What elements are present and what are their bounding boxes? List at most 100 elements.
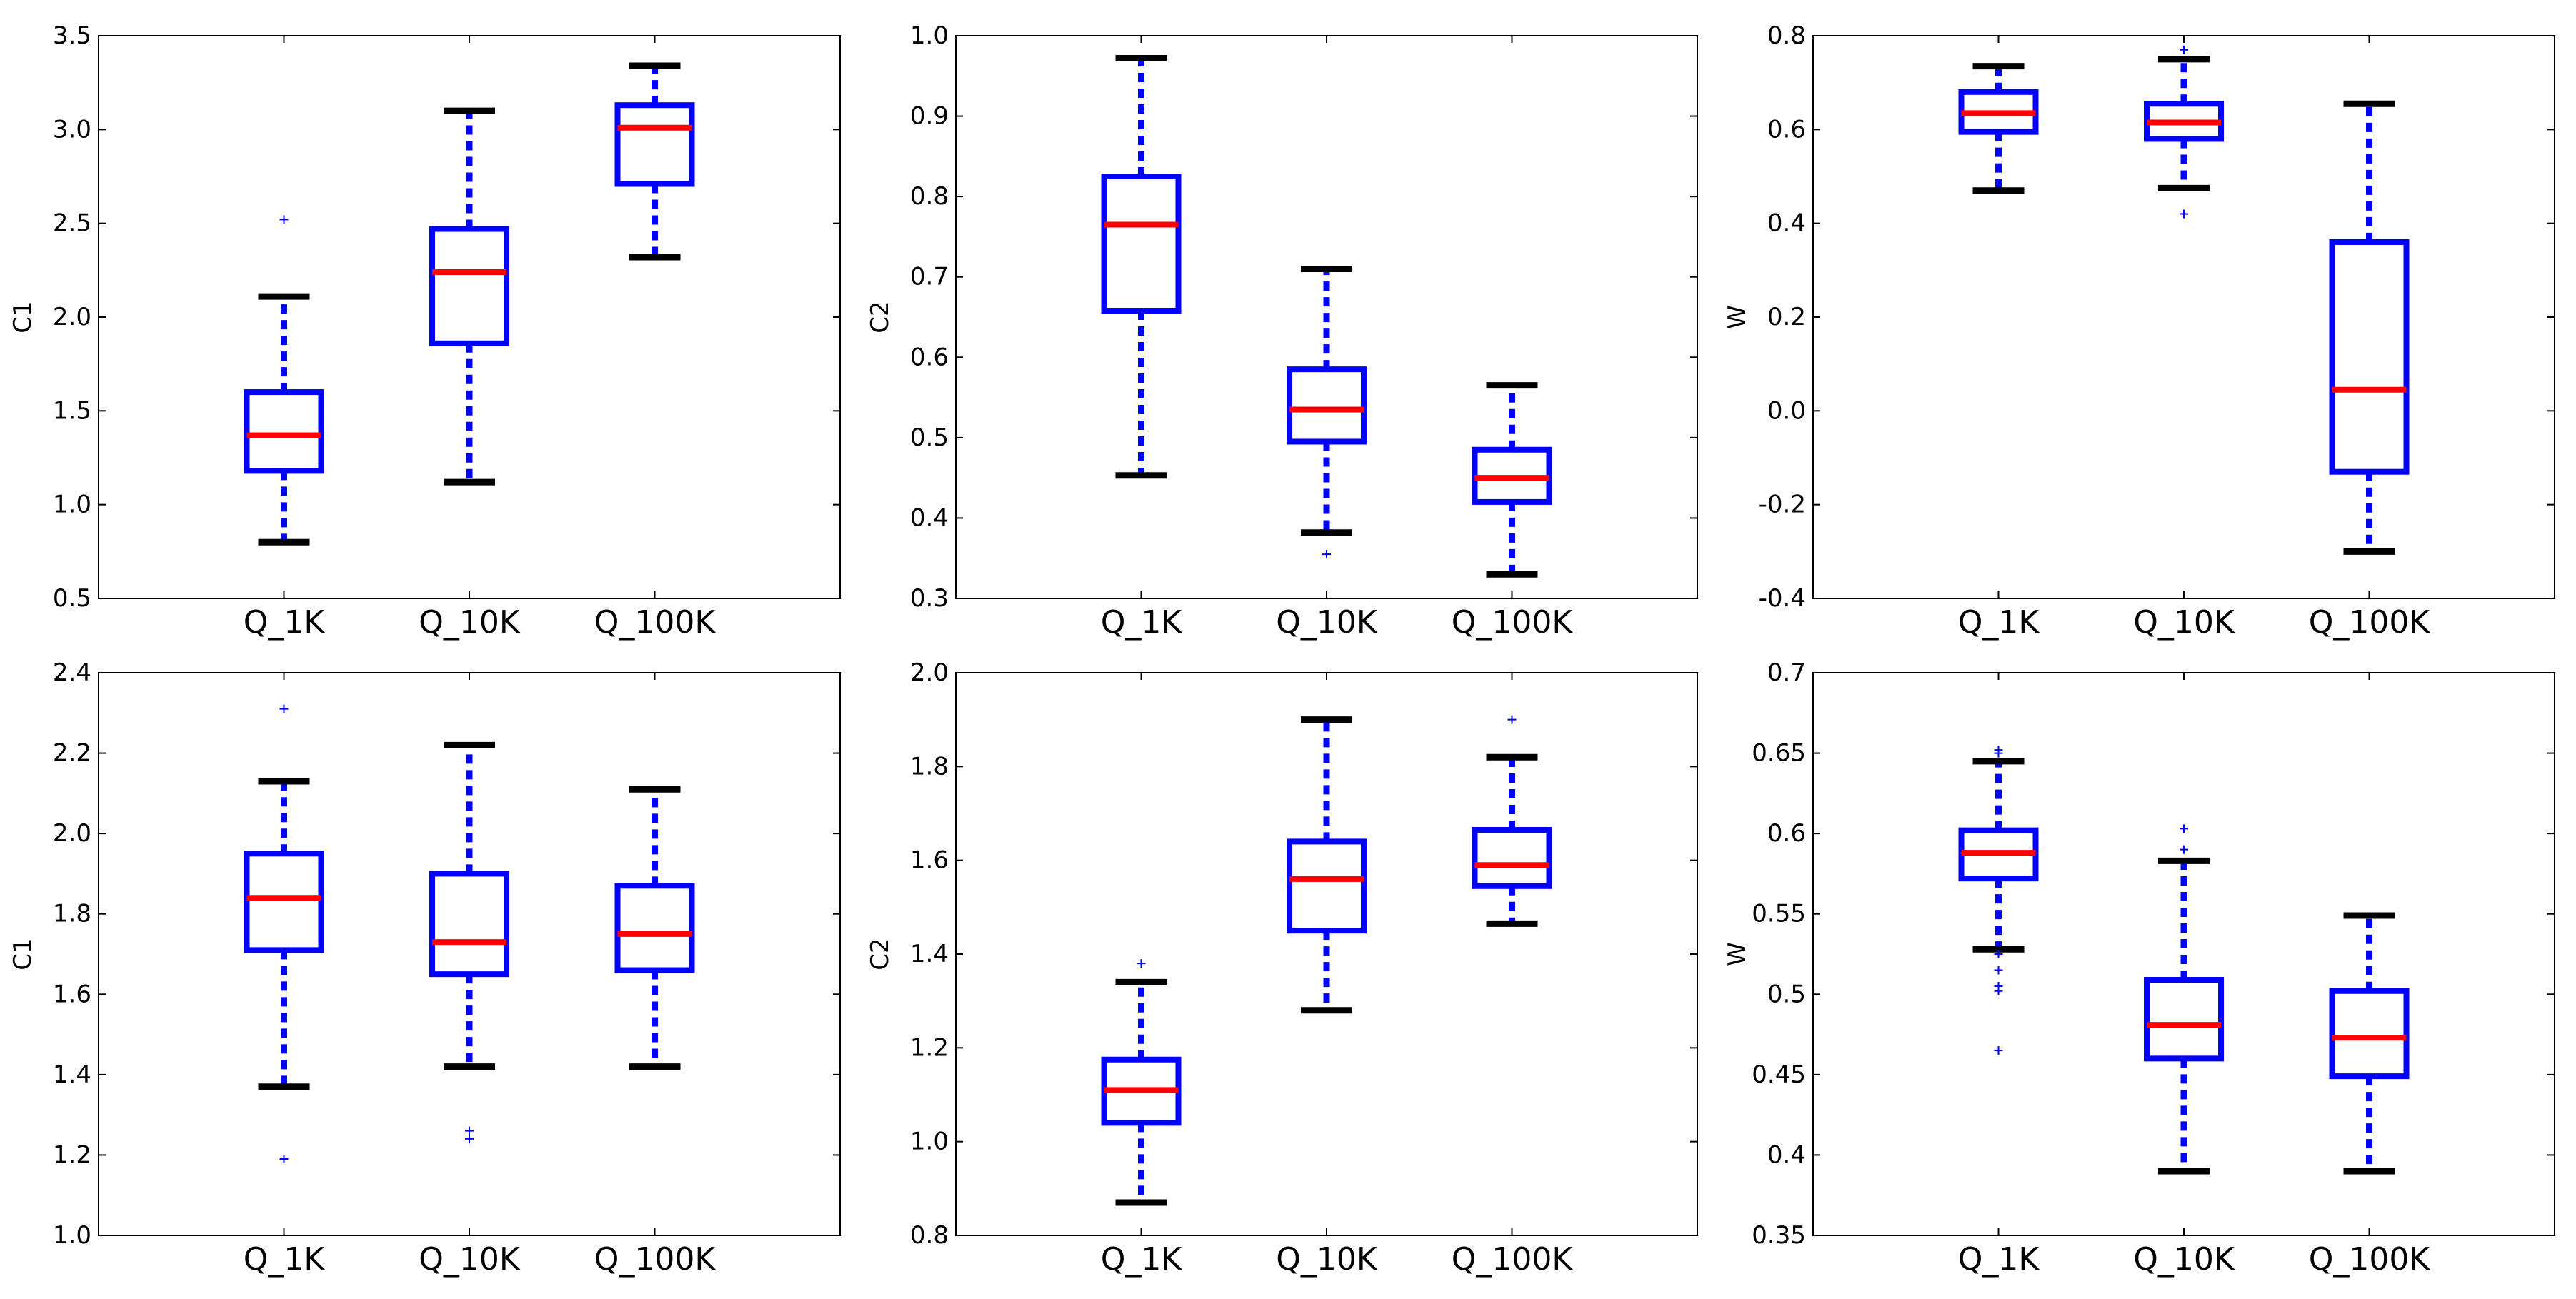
y-tick-label: 1.6: [53, 980, 91, 1008]
y-tick-label: 0.6: [1767, 819, 1806, 848]
box-iqr: [614, 102, 695, 187]
y-tick-label: 0.35: [1752, 1221, 1806, 1250]
x-category-label: Q_10K: [2133, 604, 2235, 641]
y-axis-title: W: [1723, 305, 1752, 329]
outlier-marker: [1994, 982, 2003, 991]
y-tick-label: 0.5: [53, 584, 91, 613]
y-axis-title: C1: [9, 938, 37, 970]
x-category-label: Q_1K: [1958, 604, 2040, 641]
y-tick-label: 2.4: [53, 658, 91, 687]
y-tick-label: 0.4: [910, 503, 949, 532]
y-tick-label: 1.2: [910, 1033, 949, 1062]
x-category-label: Q_10K: [419, 1241, 521, 1278]
y-axis-title: C1: [9, 301, 37, 333]
panel-4: 1.0 1.2 1.4 1.6 1.8 2.0 2.2 2.4 C1 Q_1K Q_10K Q_100…: [9, 658, 841, 1278]
box-iqr: [2144, 977, 2224, 1062]
y-tick-label: 1.5: [53, 396, 91, 425]
y-tick-label: 0.65: [1752, 739, 1806, 768]
y-tick-label: 2.5: [53, 209, 91, 238]
box-iqr: [429, 226, 509, 346]
y-tick-label: 0.3: [910, 584, 949, 613]
y-tick-label: 0.5: [910, 423, 949, 452]
box-iqr: [244, 851, 324, 953]
box-iqr: [1287, 366, 1367, 445]
x-category-label: Q_10K: [1276, 604, 1378, 641]
outlier-marker: [279, 215, 289, 224]
y-tick-label: 0.6: [1767, 115, 1806, 144]
y-tick-label: 2.0: [53, 819, 91, 848]
y-tick-label: 1.0: [53, 1221, 91, 1250]
y-tick-label: 1.4: [910, 940, 949, 968]
outlier-marker: [2180, 45, 2188, 54]
y-tick-label: 3.5: [53, 21, 91, 50]
x-category-label: Q_100K: [1452, 1241, 1574, 1278]
y-tick-label: 0.45: [1752, 1060, 1806, 1089]
y-tick-label: -0.2: [1759, 491, 1806, 519]
x-category-label: Q_1K: [244, 604, 326, 641]
x-category-label: Q_10K: [2133, 1241, 2235, 1278]
plot-frame: [98, 35, 841, 599]
x-category-label: Q_100K: [2309, 1241, 2431, 1278]
box-iqr: [244, 389, 324, 474]
outlier-marker: [1994, 950, 2003, 958]
outlier-marker: [1994, 966, 2003, 975]
box-iqr: [2329, 239, 2410, 475]
panel-1: 0.5 1.0 1.5 2.0 2.5 3.0 3.5 C1 Q_1K Q_10K Q_100K: [9, 21, 841, 641]
x-category-label: Q_1K: [1958, 1241, 2040, 1278]
y-tick-label: 0.55: [1752, 900, 1806, 928]
y-tick-label: 0.9: [910, 102, 949, 131]
x-category-label: Q_100K: [1452, 604, 1574, 641]
x-category-label: Q_1K: [1101, 1241, 1183, 1278]
y-tick-label: 0.8: [910, 1221, 949, 1250]
y-tick-label: 0.7: [910, 263, 949, 291]
outlier-marker: [1137, 959, 1146, 968]
y-tick-label: 1.2: [53, 1140, 91, 1169]
y-tick-label: 2.2: [53, 739, 91, 768]
y-tick-label: 0.8: [910, 182, 949, 211]
y-tick-label: 1.0: [910, 1128, 949, 1156]
outlier-marker: [2180, 845, 2188, 854]
outlier-marker: [465, 1126, 474, 1135]
y-tick-label: 0.0: [1767, 396, 1806, 425]
box-iqr: [1101, 174, 1182, 314]
x-category-label: Q_1K: [244, 1241, 326, 1278]
y-tick-label: 2.0: [53, 303, 91, 331]
y-tick-label: 1.8: [910, 752, 949, 781]
outlier-marker: [2180, 209, 2188, 219]
y-tick-label: 0.5: [1767, 980, 1806, 1008]
y-tick-label: 0.7: [1767, 658, 1806, 687]
outlier-marker: [1994, 746, 2003, 755]
box-iqr: [1287, 838, 1367, 934]
outlier-marker: [2180, 824, 2188, 833]
x-category-label: Q_1K: [1101, 604, 1183, 641]
panel-2: 0.3 0.4 0.5 0.6 0.7 0.8 0.9 1.0 C2 Q_1K Q_10K Q_100…: [866, 21, 1698, 641]
box-iqr: [614, 883, 695, 973]
x-category-label: Q_100K: [594, 1241, 717, 1278]
y-tick-label: 1.8: [53, 900, 91, 928]
box-iqr: [2329, 988, 2410, 1080]
y-tick-label: 1.0: [910, 21, 949, 50]
y-tick-label: 1.0: [53, 491, 91, 519]
y-axis-title: C2: [866, 938, 894, 970]
panel-6: 0.35 0.4 0.45 0.5 0.55 0.6 0.65 0.7 W Q_1K Q_10K Q_…: [1723, 658, 2555, 1278]
outlier-marker: [465, 1134, 474, 1143]
outlier-marker: [1994, 1046, 2003, 1055]
y-axis-title: C2: [866, 301, 894, 333]
x-category-label: Q_10K: [419, 604, 521, 641]
box-iqr: [1472, 826, 1552, 889]
y-tick-label: -0.4: [1759, 584, 1806, 613]
outlier-marker: [1507, 715, 1517, 724]
y-tick-label: 0.8: [1767, 21, 1806, 50]
box-iqr: [429, 871, 509, 978]
y-tick-label: 1.6: [910, 846, 949, 875]
panel-5: 0.8 1.0 1.2 1.4 1.6 1.8 2.0 C2 Q_1K Q_10K Q_100K: [866, 658, 1698, 1278]
outlier-marker: [1322, 550, 1331, 559]
y-tick-label: 3.0: [53, 115, 91, 144]
x-category-label: Q_10K: [1276, 1241, 1378, 1278]
y-tick-label: 0.2: [1767, 303, 1806, 331]
y-tick-label: 0.6: [910, 343, 949, 371]
y-tick-label: 0.4: [1767, 209, 1806, 238]
y-axis-title: W: [1723, 942, 1752, 966]
x-category-label: Q_100K: [2309, 604, 2431, 641]
